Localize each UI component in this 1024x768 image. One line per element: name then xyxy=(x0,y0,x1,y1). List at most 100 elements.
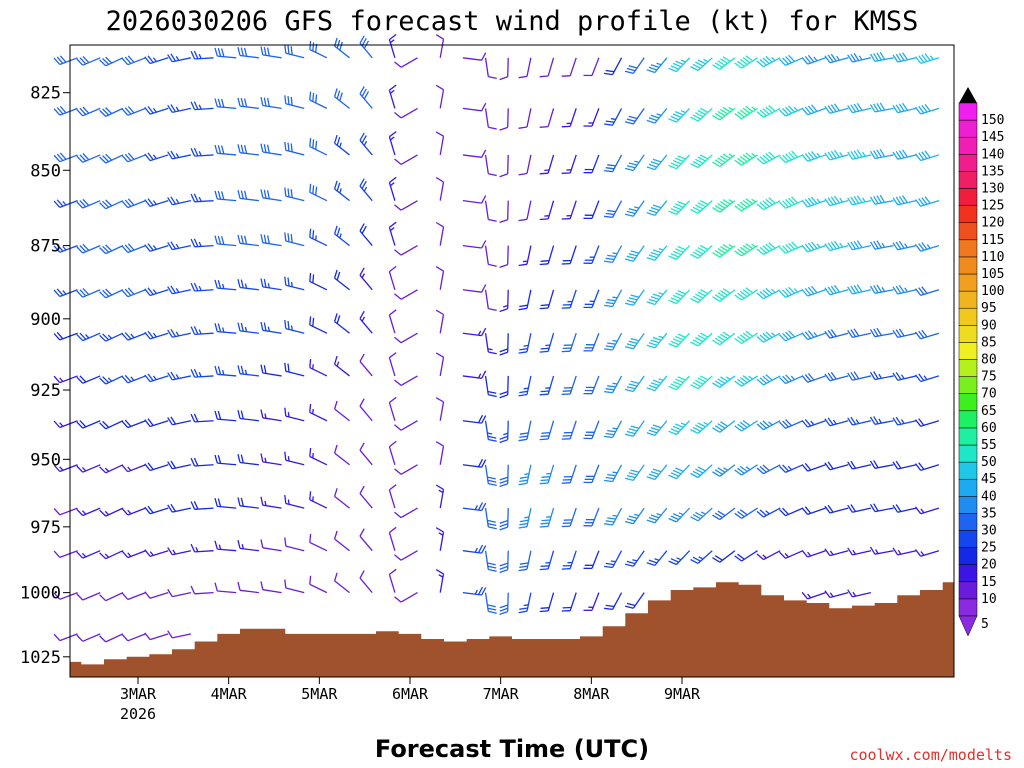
barb-feather xyxy=(918,243,925,251)
barb-feather xyxy=(333,269,338,279)
barb-feather xyxy=(53,507,61,516)
barb-feather xyxy=(488,263,497,267)
wind-barb xyxy=(284,44,305,59)
wind-barb xyxy=(214,279,237,291)
wind-barb xyxy=(284,579,305,594)
barb-feather xyxy=(624,121,634,125)
wind-barb xyxy=(359,267,373,291)
barb-feather xyxy=(214,98,218,107)
barb-feather xyxy=(607,473,616,477)
wind-barb xyxy=(167,150,192,160)
barb-feather xyxy=(670,162,679,167)
barb-feather xyxy=(361,225,367,234)
barb-feather xyxy=(807,197,815,206)
barb-feather xyxy=(739,376,748,384)
wind-barb xyxy=(359,485,373,509)
barb-feather xyxy=(668,517,677,523)
barb-feather xyxy=(756,248,764,255)
barb-feather xyxy=(193,501,199,510)
barb-feather xyxy=(742,332,751,339)
barb-staff xyxy=(334,495,350,509)
barb-feather xyxy=(722,244,731,250)
wind-barb xyxy=(869,102,894,113)
barb-feather xyxy=(690,558,699,564)
barb-feather xyxy=(499,263,508,269)
barb-half-feather xyxy=(658,378,664,382)
colorbar-swatch xyxy=(958,530,978,548)
barb-feather xyxy=(333,444,338,454)
barb-feather xyxy=(240,279,244,289)
wind-barb xyxy=(76,420,101,429)
wind-barb xyxy=(394,592,418,603)
barb-half-feather xyxy=(634,206,640,209)
barb-feather xyxy=(873,416,879,425)
barb-feather xyxy=(76,634,84,642)
barb-half-feather xyxy=(175,198,180,204)
barb-staff xyxy=(400,245,418,256)
barb-feather xyxy=(394,249,402,256)
barb-feather xyxy=(605,212,615,216)
barb-feather xyxy=(144,288,151,296)
barb-feather xyxy=(914,549,922,557)
barb-feather xyxy=(791,241,799,249)
barb-feather xyxy=(167,547,173,556)
x-tick-label: 4MAR xyxy=(211,685,248,703)
wind-barb xyxy=(484,245,497,267)
barb-feather xyxy=(714,62,723,68)
wind-barb xyxy=(309,533,328,552)
barb-feather xyxy=(717,467,726,473)
barb-feather xyxy=(646,211,656,217)
barb-feather xyxy=(646,69,656,74)
barb-feather xyxy=(695,511,704,517)
barb-feather xyxy=(692,426,701,432)
barb-feather xyxy=(605,69,615,73)
barb-staff xyxy=(439,357,445,377)
barb-feather xyxy=(876,103,882,112)
wind-barb xyxy=(359,223,373,247)
barb-feather xyxy=(333,134,338,144)
barb-feather xyxy=(785,106,792,114)
barb-feather xyxy=(487,390,497,394)
wind-barb xyxy=(53,507,78,516)
barb-feather xyxy=(756,157,764,165)
barb-feather xyxy=(56,107,64,115)
wind-barb xyxy=(756,151,781,165)
barb-staff xyxy=(400,154,418,165)
wind-barb xyxy=(668,107,691,123)
barb-feather xyxy=(435,527,444,533)
wind-barb xyxy=(53,199,78,209)
barb-feather xyxy=(539,218,549,221)
barb-feather xyxy=(336,90,341,99)
barb-feather xyxy=(105,56,113,64)
barb-feather xyxy=(646,476,656,481)
barb-feather xyxy=(892,242,899,251)
barb-feather xyxy=(914,331,922,340)
wind-barb xyxy=(668,57,691,73)
barb-feather xyxy=(646,562,656,567)
barb-feather xyxy=(672,513,682,518)
barb-feather xyxy=(121,420,129,429)
barb-feather xyxy=(827,151,834,160)
barb-feather xyxy=(499,394,508,399)
barb-feather xyxy=(333,572,338,582)
wind-barb xyxy=(435,266,445,290)
barb-feather xyxy=(519,479,528,483)
wind-barb xyxy=(99,633,124,643)
barb-feather xyxy=(605,520,615,523)
barb-feather xyxy=(712,161,721,168)
barb-feather xyxy=(675,467,684,472)
colorbar-label: 50 xyxy=(981,455,997,470)
barb-staff xyxy=(309,367,328,377)
barb-feather xyxy=(147,418,154,426)
barb-feather xyxy=(217,366,222,375)
barb-feather xyxy=(190,585,196,595)
barb-feather xyxy=(287,188,290,197)
barb-feather xyxy=(481,459,487,468)
barb-feather xyxy=(237,454,241,463)
barb-feather xyxy=(260,189,264,198)
barb-half-feather xyxy=(771,288,776,293)
barb-feather xyxy=(712,114,721,121)
wind-barb xyxy=(712,464,736,477)
colorbar-label: 30 xyxy=(981,524,997,539)
barb-feather xyxy=(53,592,61,600)
